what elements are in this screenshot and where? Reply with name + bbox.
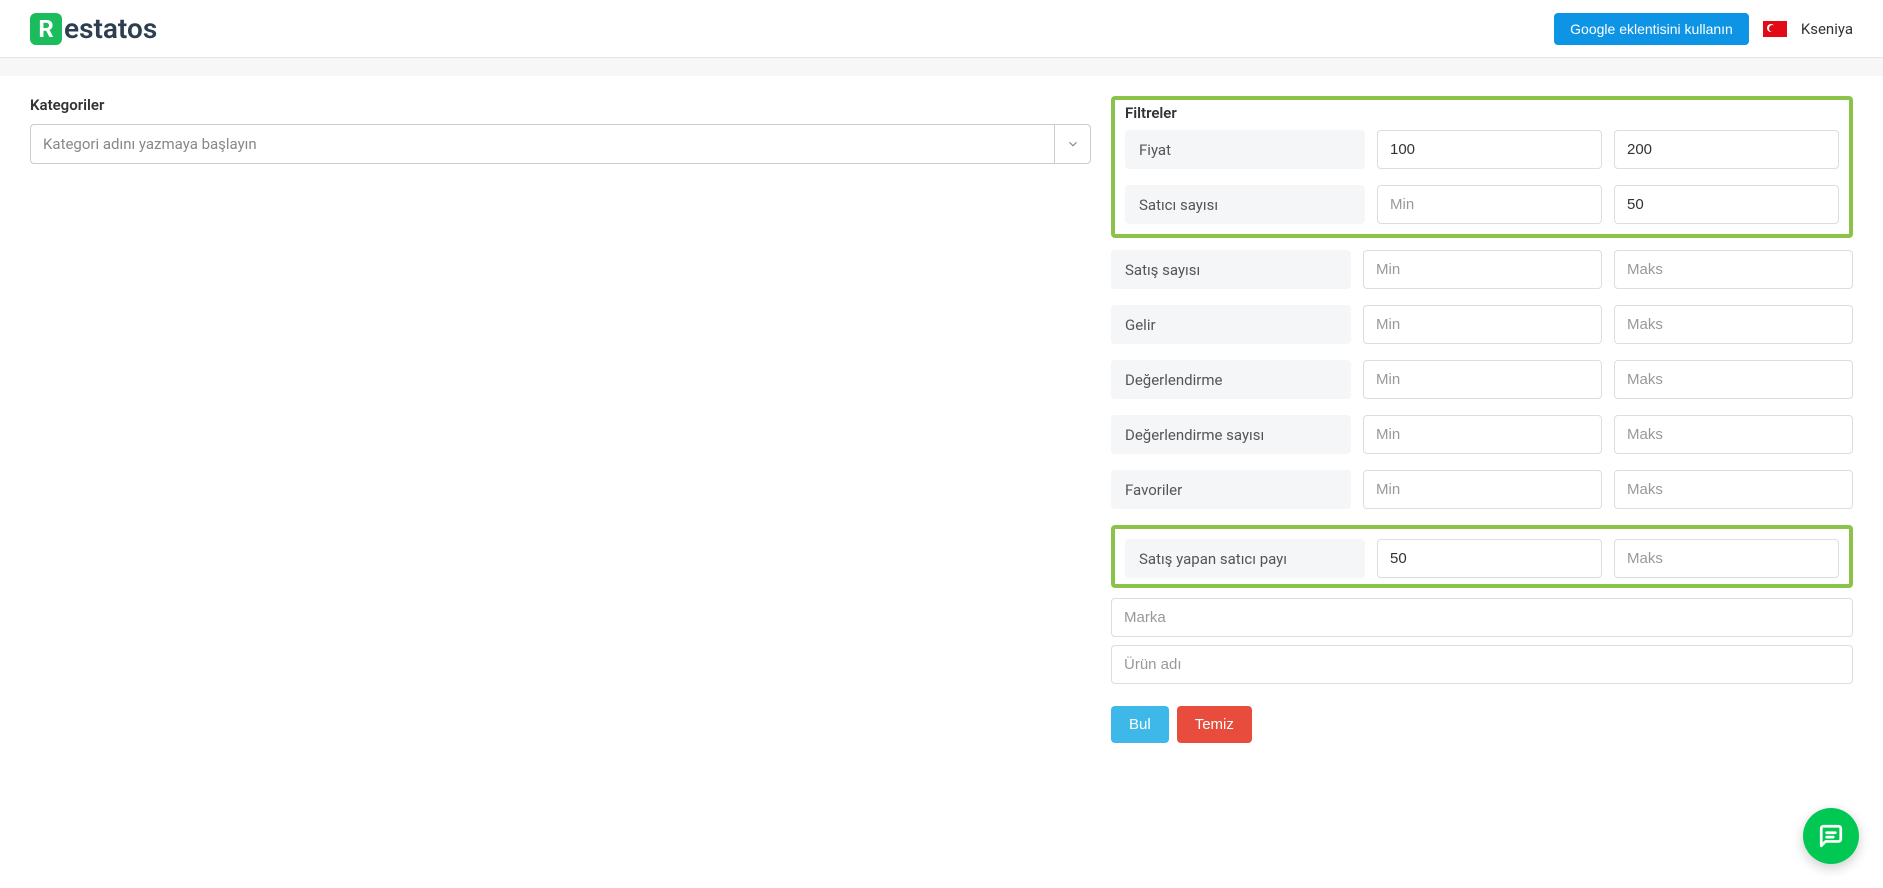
degerlendirme-sayisi-max-input[interactable] [1614, 415, 1853, 454]
chevron-down-icon[interactable] [1054, 125, 1090, 163]
satici-sayisi-max-input[interactable] [1614, 185, 1839, 224]
category-select[interactable]: Kategori adını yazmaya başlayın [30, 124, 1091, 164]
category-placeholder: Kategori adını yazmaya başlayın [43, 135, 257, 153]
gelir-min-input[interactable] [1363, 305, 1602, 344]
gelir-max-input[interactable] [1614, 305, 1853, 344]
filter-row-favoriler: Favoriler [1111, 470, 1853, 509]
filter-label-satis-yapan-satici-payi: Satış yapan satıcı payı [1125, 539, 1365, 578]
clear-button[interactable]: Temiz [1177, 706, 1252, 743]
highlight-box-top: Filtreler Fiyat Satıcı sayısı [1111, 96, 1853, 238]
filter-row-gelir: Gelir [1111, 305, 1853, 344]
filters-column: Filtreler Fiyat Satıcı sayısı Satış sayı… [1111, 96, 1853, 743]
filter-label-fiyat: Fiyat [1125, 130, 1365, 169]
fiyat-max-input[interactable] [1614, 130, 1839, 169]
filter-row-degerlendirme-sayisi: Değerlendirme sayısı [1111, 415, 1853, 454]
filter-row-fiyat: Fiyat [1125, 130, 1839, 169]
filters-title: Filtreler [1125, 104, 1839, 122]
filter-label-satici-sayisi: Satıcı sayısı [1125, 185, 1365, 224]
logo[interactable]: R estatos [30, 12, 157, 45]
find-button[interactable]: Bul [1111, 706, 1169, 743]
filter-row-degerlendirme: Değerlendirme [1111, 360, 1853, 399]
header-right: Google eklentisini kullanın Kseniya [1554, 13, 1853, 45]
satis-sayisi-min-input[interactable] [1363, 250, 1602, 289]
product-name-input[interactable] [1111, 645, 1853, 684]
satici-sayisi-min-input[interactable] [1377, 185, 1602, 224]
header: R estatos Google eklentisini kullanın Ks… [0, 0, 1883, 58]
highlight-box-bottom: Satış yapan satıcı payı [1111, 525, 1853, 588]
categories-title: Kategoriler [30, 96, 1091, 114]
filter-row-satis-yapan-satici-payi: Satış yapan satıcı payı [1125, 539, 1839, 578]
main-content: Kategoriler Kategori adını yazmaya başla… [0, 76, 1883, 763]
degerlendirme-min-input[interactable] [1363, 360, 1602, 399]
filter-label-gelir: Gelir [1111, 305, 1351, 344]
chat-icon [1818, 823, 1844, 849]
google-extension-button[interactable]: Google eklentisini kullanın [1554, 13, 1749, 45]
logo-text: estatos [64, 12, 157, 45]
username-label[interactable]: Kseniya [1801, 20, 1853, 38]
filter-label-favoriler: Favoriler [1111, 470, 1351, 509]
chat-widget-button[interactable] [1803, 808, 1859, 864]
flag-turkey-icon[interactable] [1763, 21, 1787, 37]
satis-yapan-max-input[interactable] [1614, 539, 1839, 578]
satis-sayisi-max-input[interactable] [1614, 250, 1853, 289]
favoriler-min-input[interactable] [1363, 470, 1602, 509]
filter-row-satis-sayisi: Satış sayısı [1111, 250, 1853, 289]
degerlendirme-max-input[interactable] [1614, 360, 1853, 399]
filter-label-satis-sayisi: Satış sayısı [1111, 250, 1351, 289]
filter-label-degerlendirme: Değerlendirme [1111, 360, 1351, 399]
satis-yapan-min-input[interactable] [1377, 539, 1602, 578]
logo-icon: R [30, 13, 62, 45]
degerlendirme-sayisi-min-input[interactable] [1363, 415, 1602, 454]
filter-actions: Bul Temiz [1111, 706, 1853, 743]
favoriler-max-input[interactable] [1614, 470, 1853, 509]
page-gap [0, 58, 1883, 76]
filter-label-degerlendirme-sayisi: Değerlendirme sayısı [1111, 415, 1351, 454]
fiyat-min-input[interactable] [1377, 130, 1602, 169]
brand-input[interactable] [1111, 598, 1853, 637]
categories-column: Kategoriler Kategori adını yazmaya başla… [30, 96, 1091, 743]
filter-row-satici-sayisi: Satıcı sayısı [1125, 185, 1839, 224]
